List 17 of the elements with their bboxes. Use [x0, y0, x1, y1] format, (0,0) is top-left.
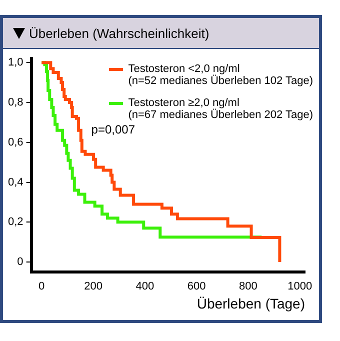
y-tick-label: 0,8 — [8, 96, 24, 109]
x-tick-label: 200 — [84, 280, 102, 293]
x-tick-label: 400 — [136, 280, 154, 293]
y-tick-label: 0 — [17, 256, 24, 268]
legend-label: Testosteron <2,0 ng/ml (n=52 medianes Überleben 102 Tage) — [128, 63, 313, 87]
x-axis-title: Überleben (Tage) — [196, 295, 305, 312]
chart-title: Überleben (Wahrscheinlichkeit) — [29, 26, 210, 40]
x-tick-label: 0 — [38, 280, 45, 293]
y-tick-label: 0,4 — [8, 176, 24, 188]
y-tick-label: 1,0 — [8, 56, 24, 69]
x-tick-label: 1000 — [288, 280, 312, 293]
y-tick-label: 0,2 — [8, 216, 24, 228]
y-tick-label: 0,6 — [8, 136, 24, 148]
annotation: p=0,007 — [91, 122, 136, 137]
legend-label: Testosteron ≥2,0 ng/ml (n=67 medianes Überleben 202 Tage) — [128, 97, 313, 121]
x-tick-label: 800 — [239, 280, 258, 293]
x-tick-label: 600 — [187, 280, 206, 293]
